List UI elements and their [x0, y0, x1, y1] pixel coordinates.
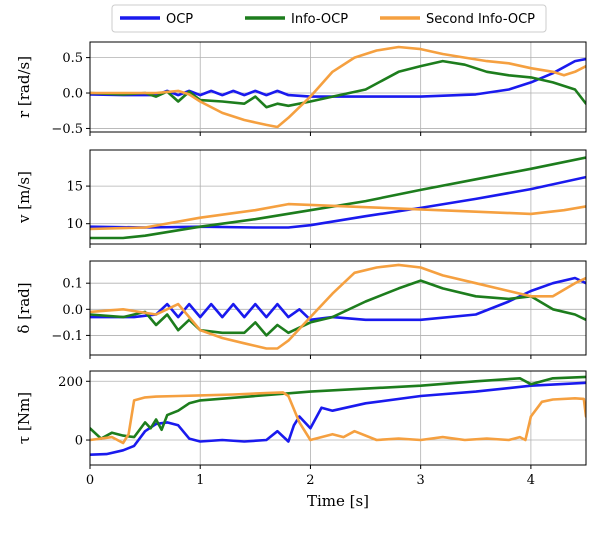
x-tick-label: 0: [86, 473, 94, 488]
y-axis-label: δ [rad]: [15, 282, 33, 333]
y-tick-label: −0.5: [51, 122, 83, 137]
series-line-info-ocp: [90, 156, 586, 240]
y-tick-label: 0.0: [62, 303, 83, 318]
legend-entry-second-info-ocp: Second Info-OCP: [380, 12, 535, 27]
legend-entry-ocp: OCP: [120, 12, 193, 27]
series-line-info-ocp: [90, 279, 586, 337]
chart-panels: −0.5 0.0 0.5 r [rad/s] 10 15 v [m/s] −0.1 0.0 0.1…: [15, 41, 587, 469]
series-line-info-ocp: [90, 375, 586, 440]
y-tick-label: 200: [58, 375, 83, 390]
y-axis-label: τ [Nm]: [15, 392, 33, 444]
y-tick-label: 10: [66, 217, 83, 232]
y-tick-label: 0.1: [62, 277, 83, 292]
series-line-ocp: [90, 381, 586, 457]
series-line-second-info-ocp: [90, 45, 586, 129]
x-tick-label: 4: [527, 473, 535, 488]
y-axis-label: v [m/s]: [15, 171, 33, 224]
panel-1: −0.5 0.0 0.5 r [rad/s]: [15, 41, 587, 137]
legend-box: [111, 4, 547, 33]
legend-entry-info-ocp: Info-OCP: [245, 12, 348, 27]
series-line-second-info-ocp: [90, 391, 586, 445]
panel-2: 10 15 v [m/s]: [15, 149, 587, 248]
legend-label: Second Info-OCP: [426, 12, 535, 27]
y-tick-label: −0.1: [51, 329, 83, 344]
panel-4: 0 200 τ [Nm]: [15, 370, 587, 469]
plot-frame: [89, 149, 587, 245]
y-tick-label: 0.5: [62, 51, 83, 66]
legend-label: Info-OCP: [291, 12, 348, 27]
y-tick-label: 0.0: [62, 87, 83, 102]
plot-frame: [89, 370, 587, 466]
x-tick-label: 2: [306, 473, 314, 488]
x-axis-label: Time [s]: [307, 492, 369, 510]
series-line-ocp: [90, 276, 586, 322]
x-tick-label: 3: [417, 473, 425, 488]
plot-frame: [89, 41, 587, 133]
y-tick-label: 15: [66, 180, 83, 195]
series-line-ocp: [90, 175, 586, 229]
x-tick-label: 1: [196, 473, 204, 488]
y-tick-label: 0: [75, 434, 83, 449]
legend: OCP Info-OCP Second Info-OCP: [111, 4, 547, 33]
y-axis-label: r [rad/s]: [15, 56, 33, 118]
series-line-second-info-ocp: [90, 263, 586, 350]
series-line-info-ocp: [90, 59, 586, 109]
panel-3: −0.1 0.0 0.1 δ [rad]: [15, 260, 587, 359]
series-line-ocp: [90, 57, 586, 98]
plot-frame: [89, 260, 587, 356]
series-line-second-info-ocp: [90, 202, 586, 231]
legend-label: OCP: [166, 12, 193, 27]
x-axis: 0 1 2 3 4 Time [s]: [86, 473, 535, 510]
